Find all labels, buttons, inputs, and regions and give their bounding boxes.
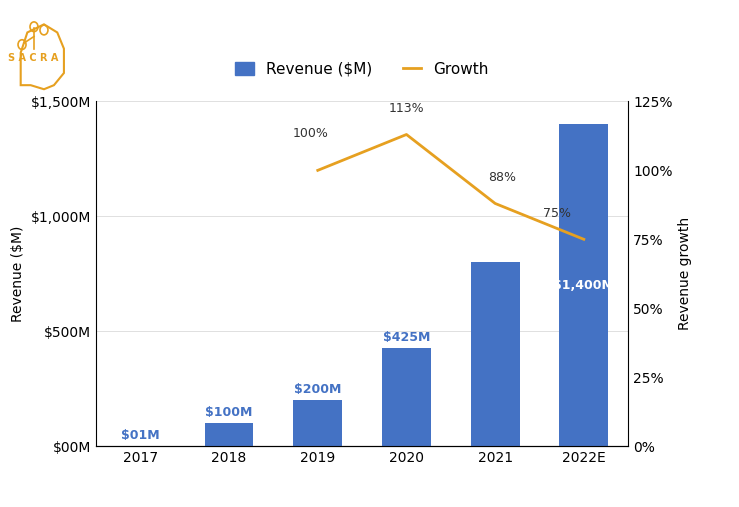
Text: $100M: $100M [205, 406, 253, 419]
Text: $800M: $800M [471, 348, 519, 360]
Legend: Revenue ($M), Growth: Revenue ($M), Growth [228, 54, 497, 84]
Bar [382, 348, 431, 446]
Bar [471, 262, 520, 446]
Text: 113%: 113% [389, 102, 424, 116]
Bar [293, 400, 342, 446]
Y-axis label: Revenue growth: Revenue growth [678, 217, 692, 331]
Text: 100%: 100% [293, 127, 328, 140]
Text: 75%: 75% [543, 207, 571, 220]
Text: $1,400M: $1,400M [554, 279, 614, 292]
Text: $200M: $200M [294, 383, 341, 396]
Bar [205, 423, 253, 446]
Text: $01M: $01M [121, 429, 160, 442]
Text: S A C R A: S A C R A [8, 53, 58, 63]
Y-axis label: Revenue ($M): Revenue ($M) [11, 226, 25, 322]
Text: $425M: $425M [383, 332, 430, 344]
Text: 88%: 88% [488, 171, 517, 185]
Bar [559, 124, 608, 446]
